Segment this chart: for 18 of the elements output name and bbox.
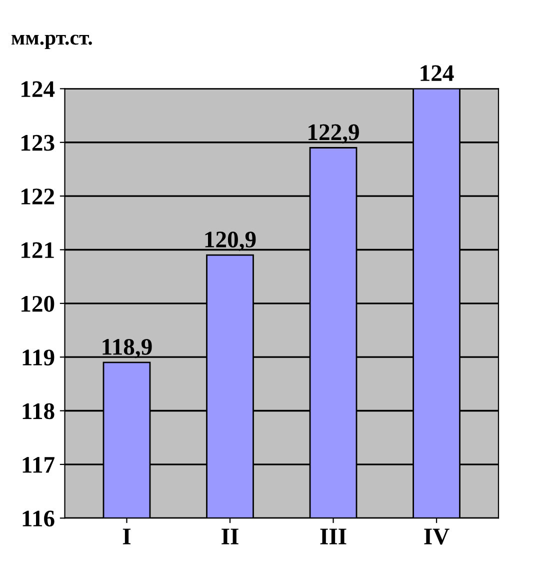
y-tick-label: 117 (22, 457, 54, 473)
data-label: 120,9 (205, 232, 256, 251)
x-tick-label: IV (424, 528, 450, 545)
y-tick-label: 123 (22, 134, 54, 151)
data-label: 124 (420, 65, 454, 81)
y-tick-label: 118 (22, 403, 54, 420)
data-label: 118,9 (102, 338, 152, 358)
x-tick-label: III (320, 528, 346, 544)
x-tick-label: I (122, 528, 131, 544)
y-tick-label: 124 (22, 81, 55, 97)
y-tick-label: 120 (22, 296, 54, 312)
y-tick-label: 122 (22, 188, 54, 204)
data-label: 122,9 (308, 124, 359, 144)
y-axis-title: мм.рт.ст. (12, 34, 92, 49)
y-tick-label: 119 (22, 350, 54, 366)
x-tick-label: II (222, 528, 238, 544)
y-tick-label: 116 (22, 510, 54, 527)
y-tick-label: 121 (22, 242, 54, 258)
